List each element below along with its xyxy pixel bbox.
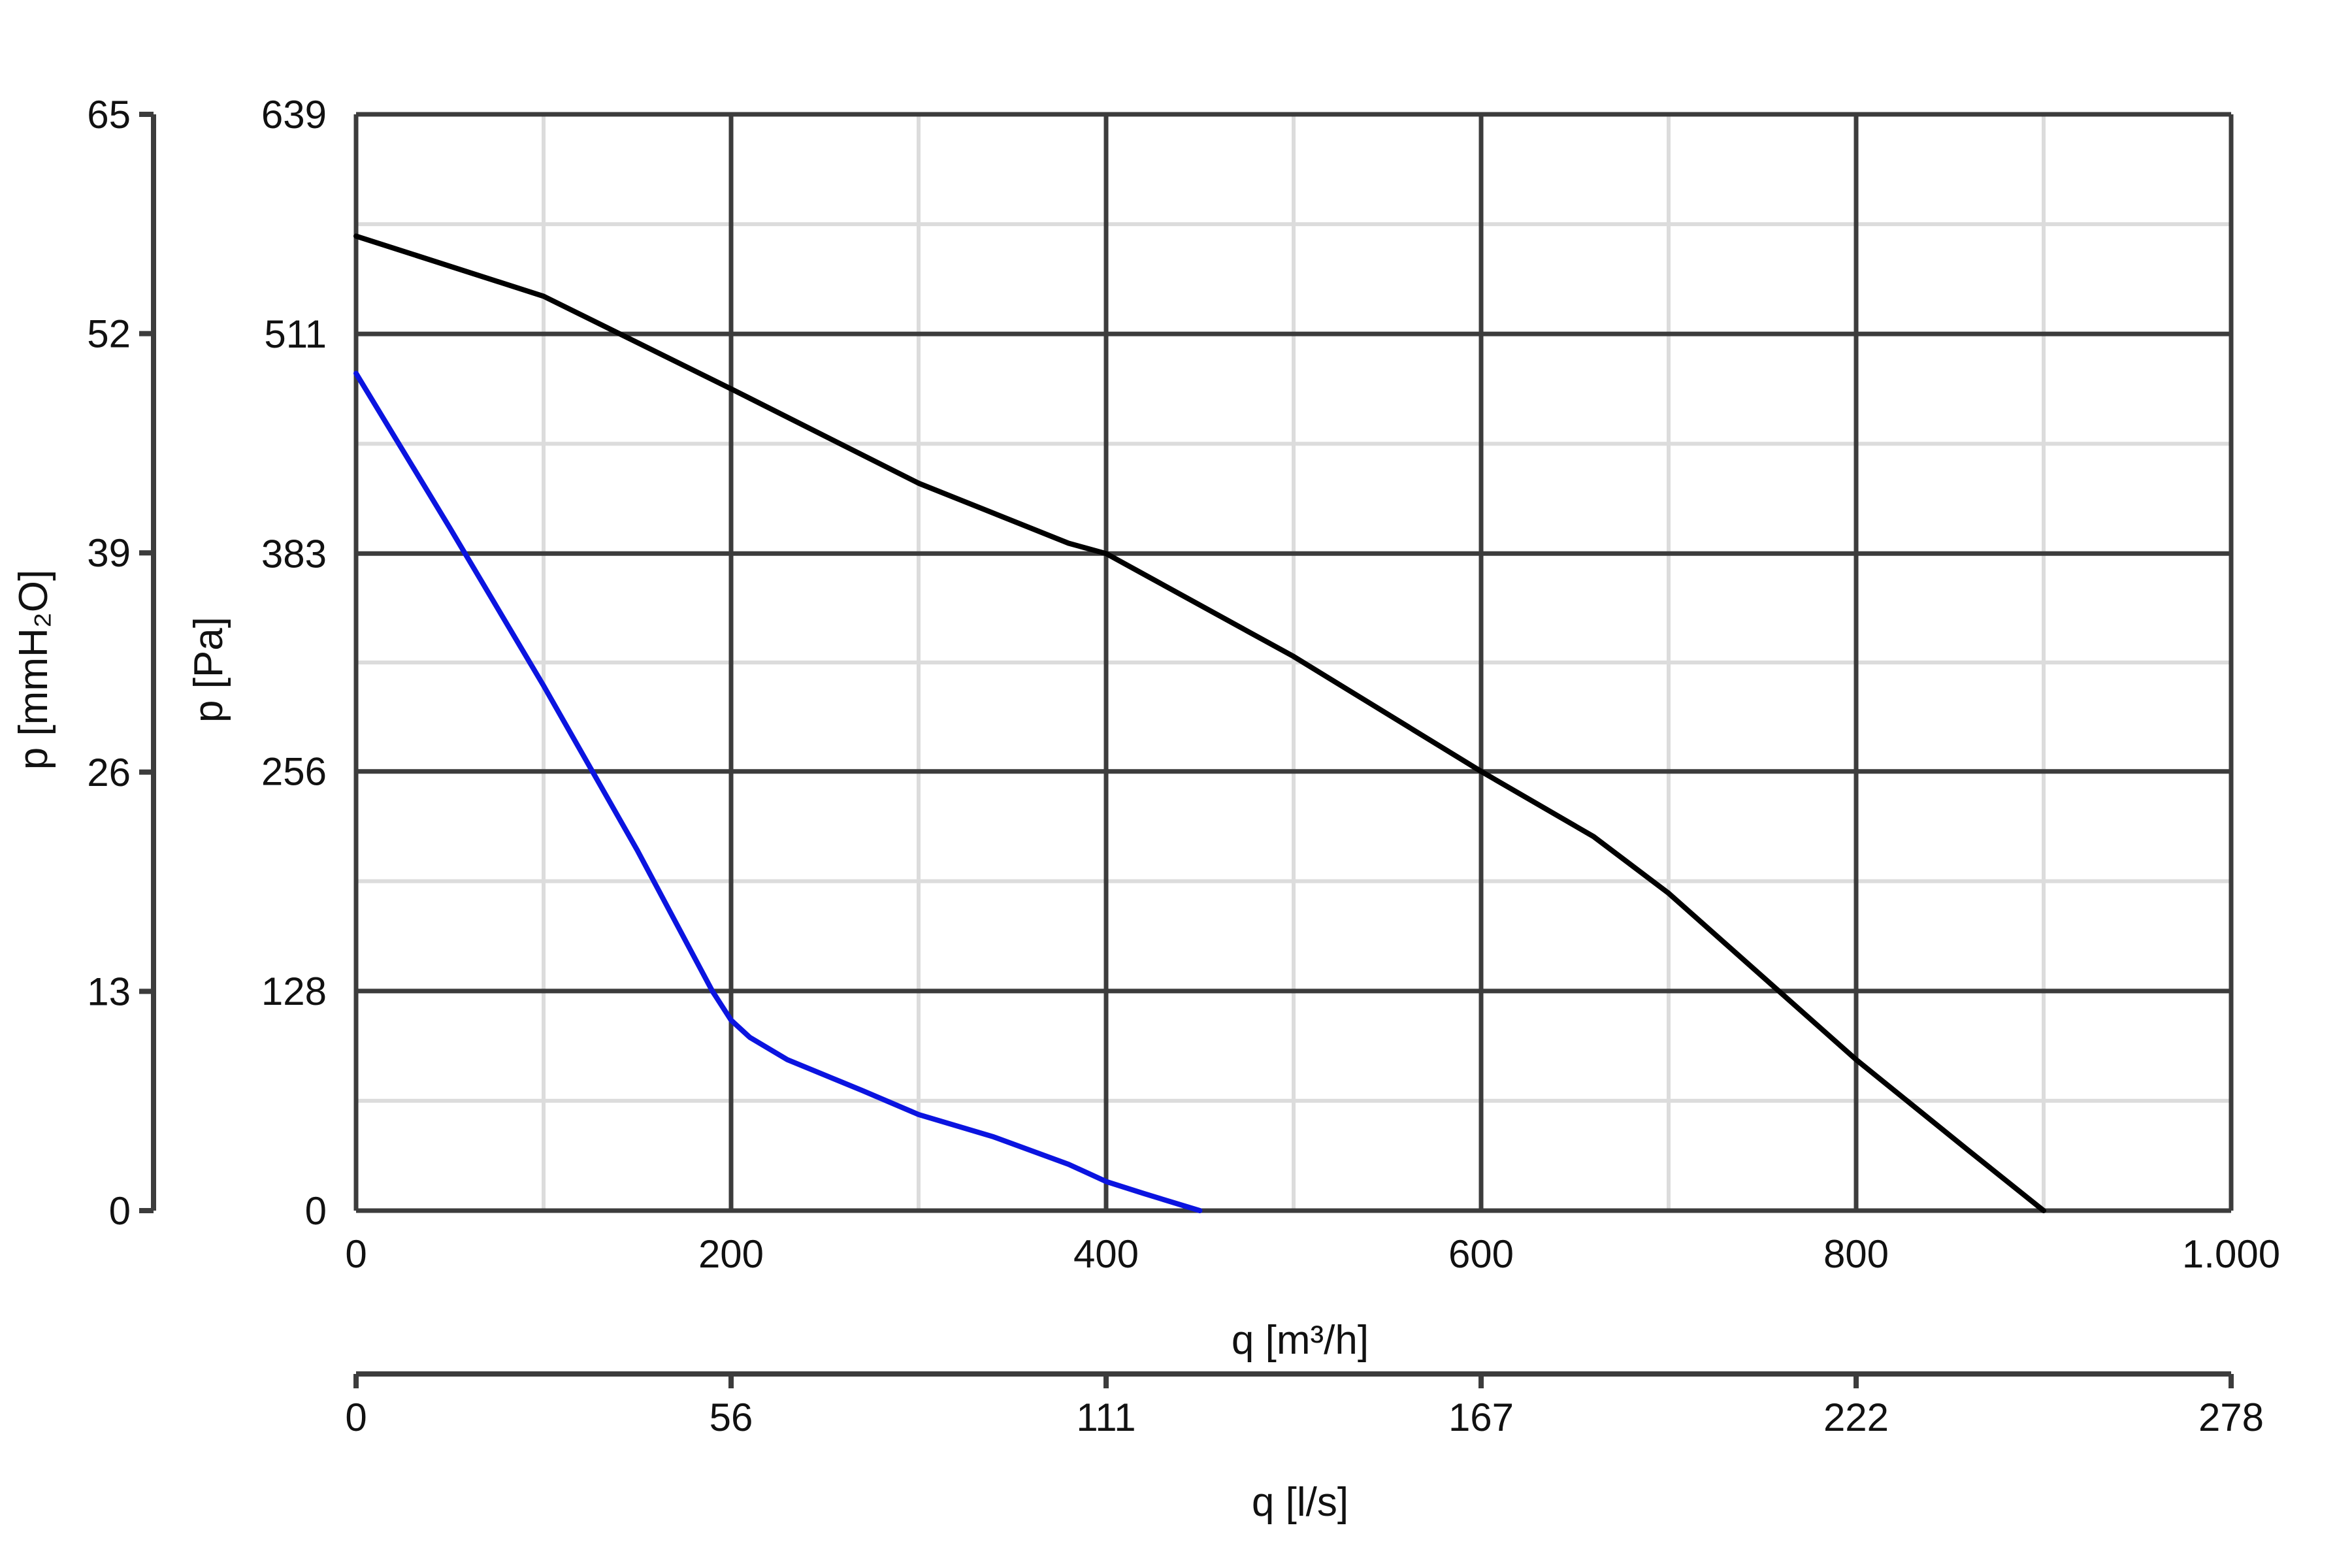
secondary-x-tick-label: 56 bbox=[710, 1396, 753, 1439]
series-line-1 bbox=[353, 233, 2046, 1213]
x-tick-label: 400 bbox=[1073, 1232, 1139, 1276]
y-tick-label: 0 bbox=[305, 1189, 327, 1233]
secondary-y-tick-label: 26 bbox=[87, 751, 131, 794]
series-lines bbox=[353, 233, 2046, 1213]
x-tick-label: 1.000 bbox=[2182, 1232, 2280, 1276]
secondary-y-tick-label: 0 bbox=[109, 1189, 131, 1233]
axes: 0 200 400 600 800 1.000 0 128 256 383 511 639 0 56 111… bbox=[87, 93, 2280, 1439]
secondary-y-tick-label: 13 bbox=[87, 970, 131, 1013]
secondary-y-tick-label: 52 bbox=[87, 312, 131, 356]
secondary-x-tick-label: 0 bbox=[345, 1396, 367, 1439]
secondary-x-tick-label: 111 bbox=[1076, 1396, 1135, 1439]
y-axis-title-pa: p [Pa] bbox=[186, 617, 231, 723]
x-tick-label: 800 bbox=[1823, 1232, 1889, 1276]
series-line-2 bbox=[353, 370, 1203, 1213]
y-tick-label: 256 bbox=[261, 750, 327, 794]
major-gridlines bbox=[353, 112, 2234, 1213]
secondary-x-tick-label: 167 bbox=[1448, 1396, 1514, 1439]
secondary-y-tick-label: 65 bbox=[87, 93, 131, 137]
secondary-x-tick-label: 278 bbox=[2198, 1396, 2264, 1439]
y-axis-title-mmh2o: p [mmH₂O] bbox=[11, 570, 56, 770]
x-axis-title-m3h: q [m³/h] bbox=[1232, 1318, 1369, 1363]
x-tick-label: 200 bbox=[698, 1232, 764, 1276]
minor-gridlines bbox=[356, 114, 2231, 1211]
secondary-x-tick-label: 222 bbox=[1823, 1396, 1889, 1439]
y-tick-label: 639 bbox=[261, 93, 327, 137]
x-tick-label: 600 bbox=[1448, 1232, 1514, 1276]
x-axis-title-ls: q [l/s] bbox=[1252, 1480, 1348, 1525]
y-tick-label: 511 bbox=[264, 312, 327, 356]
secondary-y-tick-label: 39 bbox=[87, 531, 131, 575]
y-tick-label: 128 bbox=[261, 970, 327, 1013]
y-tick-label: 383 bbox=[261, 532, 327, 576]
x-tick-label: 0 bbox=[345, 1232, 367, 1276]
